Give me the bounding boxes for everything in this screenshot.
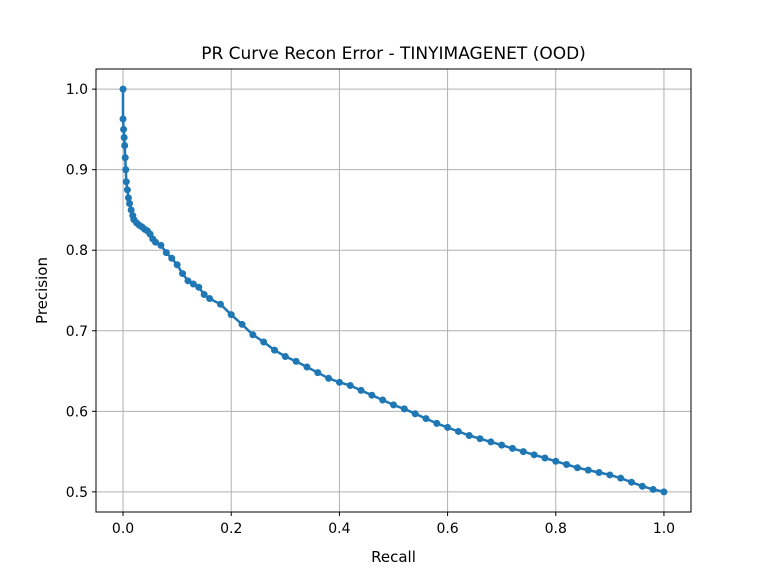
pr-curve-point bbox=[498, 441, 506, 449]
pr-curve-point bbox=[126, 200, 134, 208]
pr-curve-point bbox=[121, 142, 129, 150]
plot-frame bbox=[95, 68, 692, 513]
pr-curve-point bbox=[120, 133, 128, 141]
pr-curve-point bbox=[454, 427, 462, 435]
pr-curve-point bbox=[638, 482, 646, 490]
y-tick-label: 0.9 bbox=[66, 163, 88, 179]
pr-curve-point bbox=[541, 454, 549, 462]
pr-curve-point bbox=[119, 85, 127, 93]
pr-curve-point bbox=[519, 448, 527, 456]
pr-curve-point bbox=[628, 478, 635, 486]
pr-curve-point bbox=[127, 206, 135, 214]
pr-curve-point bbox=[227, 311, 235, 319]
pr-curve-point bbox=[195, 283, 203, 291]
chart-title: PR Curve Recon Error - TINYIMAGENET (OOD… bbox=[201, 44, 586, 64]
pr-curve-point bbox=[400, 405, 408, 413]
pr-curve-point bbox=[444, 423, 452, 431]
pr-curve-point bbox=[119, 115, 127, 123]
grid-lines bbox=[96, 69, 691, 512]
pr-curve-point bbox=[335, 378, 343, 386]
pr-curve-point bbox=[368, 391, 376, 399]
pr-curve-point bbox=[314, 369, 322, 377]
pr-curve-point bbox=[249, 331, 257, 339]
y-axis-label: Precision bbox=[33, 257, 51, 324]
y-tick-label: 0.6 bbox=[66, 404, 88, 420]
y-axis-ticks: 0.5 0.6 0.7 0.8 0.9 1.0 bbox=[66, 82, 96, 501]
pr-curve-point bbox=[122, 178, 130, 186]
pr-curve-point bbox=[552, 457, 560, 465]
x-tick-label: 0.0 bbox=[112, 521, 134, 537]
pr-curve-point bbox=[179, 270, 187, 278]
pr-curve-point bbox=[509, 444, 516, 452]
pr-curve-point bbox=[124, 194, 132, 202]
pr-curve-point bbox=[530, 451, 538, 459]
pr-curve-point bbox=[465, 431, 473, 439]
pr-curve-point bbox=[390, 401, 397, 409]
pr-curve-point bbox=[152, 238, 159, 246]
pr-curve-point bbox=[189, 280, 197, 288]
pr-curve-point bbox=[606, 471, 614, 479]
pr-curve-point bbox=[206, 295, 214, 303]
pr-curve-point bbox=[123, 186, 131, 194]
pr-curve-point bbox=[357, 386, 365, 394]
y-tick-label: 0.8 bbox=[66, 243, 88, 259]
pr-curve-point bbox=[157, 241, 165, 249]
pr-curve-point bbox=[173, 261, 181, 269]
pr-curve-point bbox=[563, 460, 571, 468]
y-tick-label: 0.5 bbox=[66, 485, 88, 501]
x-tick-label: 0.4 bbox=[328, 521, 350, 537]
pr-curve-point bbox=[122, 166, 130, 174]
pr-curve-point bbox=[487, 438, 495, 446]
x-tick-label: 0.8 bbox=[545, 521, 567, 537]
y-tick-label: 0.7 bbox=[66, 324, 88, 340]
pr-curve-point bbox=[238, 320, 246, 328]
pr-curve-point bbox=[168, 254, 176, 262]
x-tick-label: 1.0 bbox=[653, 521, 675, 537]
pr-curve-point bbox=[200, 291, 208, 299]
y-tick-label: 1.0 bbox=[66, 82, 88, 98]
pr-curve-point bbox=[411, 410, 419, 418]
pr-curve-point bbox=[120, 125, 128, 133]
x-tick-label: 0.6 bbox=[436, 521, 458, 537]
pr-curve-point bbox=[379, 396, 387, 404]
pr-curve-point bbox=[422, 415, 430, 423]
pr-curve-point bbox=[660, 488, 668, 496]
pr-curve-point bbox=[649, 485, 657, 493]
pr-curve-point bbox=[595, 469, 603, 477]
pr-curve-point bbox=[573, 464, 581, 472]
pr-curve-point bbox=[121, 154, 129, 162]
pr-curve-point bbox=[260, 338, 268, 346]
x-tick-label: 0.2 bbox=[220, 521, 242, 537]
pr-curve-point bbox=[271, 346, 278, 354]
pr-curve-point bbox=[184, 277, 192, 285]
pr-curve-point bbox=[162, 249, 170, 257]
pr-curve-point bbox=[325, 374, 333, 382]
pr-curve-point bbox=[292, 357, 300, 365]
pr-curve-point bbox=[433, 419, 441, 427]
pr-curve-point bbox=[346, 382, 354, 390]
series-layer bbox=[119, 85, 668, 496]
pr-curve-point bbox=[303, 363, 311, 371]
x-axis-ticks: 0.0 0.2 0.4 0.6 0.8 1.0 bbox=[112, 512, 675, 537]
pr-curve-point bbox=[584, 466, 592, 474]
pr-curve-point bbox=[281, 353, 289, 361]
pr-curve-point bbox=[476, 435, 484, 443]
pr-curve-point bbox=[216, 300, 224, 308]
x-axis-label: Recall bbox=[371, 548, 416, 566]
pr-curve-point bbox=[617, 474, 625, 482]
